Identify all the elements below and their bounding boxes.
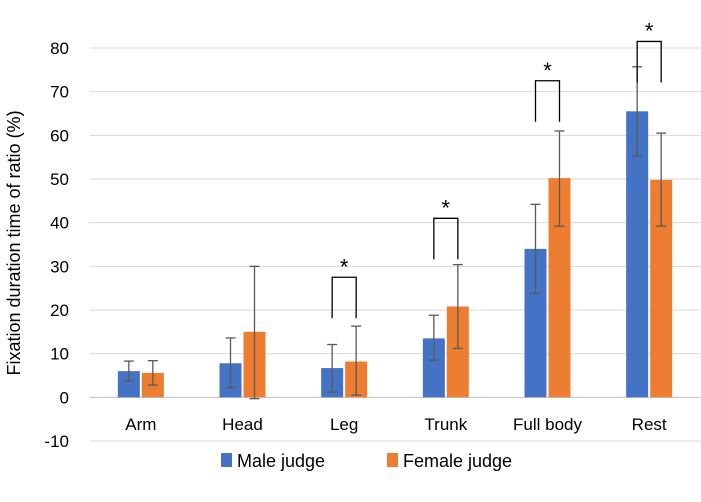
significance-star: * <box>543 58 552 83</box>
bar-female <box>446 306 469 398</box>
significance-star: * <box>340 254 349 279</box>
y-tick-label: 70 <box>50 83 69 102</box>
legend-label-female: Female judge <box>403 451 512 471</box>
bar-male <box>524 248 547 398</box>
x-tick-label: Rest <box>632 415 667 434</box>
significance-star: * <box>645 18 654 43</box>
y-tick-label: 40 <box>50 214 69 233</box>
y-tick-label: 20 <box>50 301 69 320</box>
legend: Male judge Female judge <box>221 451 512 471</box>
y-tick-label: 0 <box>60 388 69 407</box>
y-axis-tick-labels: -10 0 10 20 30 40 50 60 70 80 <box>44 39 69 451</box>
gridlines <box>90 47 700 442</box>
y-tick-label: -10 <box>44 432 69 451</box>
bar-female <box>548 178 571 398</box>
y-tick-label: 80 <box>50 39 69 58</box>
legend-label-male: Male judge <box>237 451 325 471</box>
bar-male <box>422 338 445 398</box>
x-tick-label: Full body <box>513 415 582 434</box>
bar-female <box>650 179 673 398</box>
legend-swatch-male <box>221 453 232 467</box>
bar-male <box>117 371 140 398</box>
y-tick-label: 50 <box>50 170 69 189</box>
x-tick-label: Trunk <box>424 415 467 434</box>
error-bars <box>123 66 667 400</box>
significance-bracket <box>636 40 662 83</box>
legend-swatch-female <box>387 453 398 467</box>
significance-bracket <box>433 217 459 260</box>
x-axis-tick-labels: Arm Head Leg Trunk Full body Rest <box>125 415 667 434</box>
y-tick-label: 10 <box>50 345 69 364</box>
y-tick-label: 30 <box>50 257 69 276</box>
significance-bracket <box>534 80 561 122</box>
significance-bracket <box>331 276 357 319</box>
x-tick-label: Leg <box>330 415 358 434</box>
y-tick-label: 60 <box>50 126 69 145</box>
y-axis-label: Fixation duration time of ratio (%) <box>4 110 24 375</box>
x-tick-label: Head <box>222 415 263 434</box>
significance-brackets: * * * * <box>331 18 662 319</box>
significance-star: * <box>442 195 451 220</box>
x-tick-label: Arm <box>125 415 156 434</box>
bars <box>117 111 673 398</box>
bar-male <box>626 111 649 398</box>
